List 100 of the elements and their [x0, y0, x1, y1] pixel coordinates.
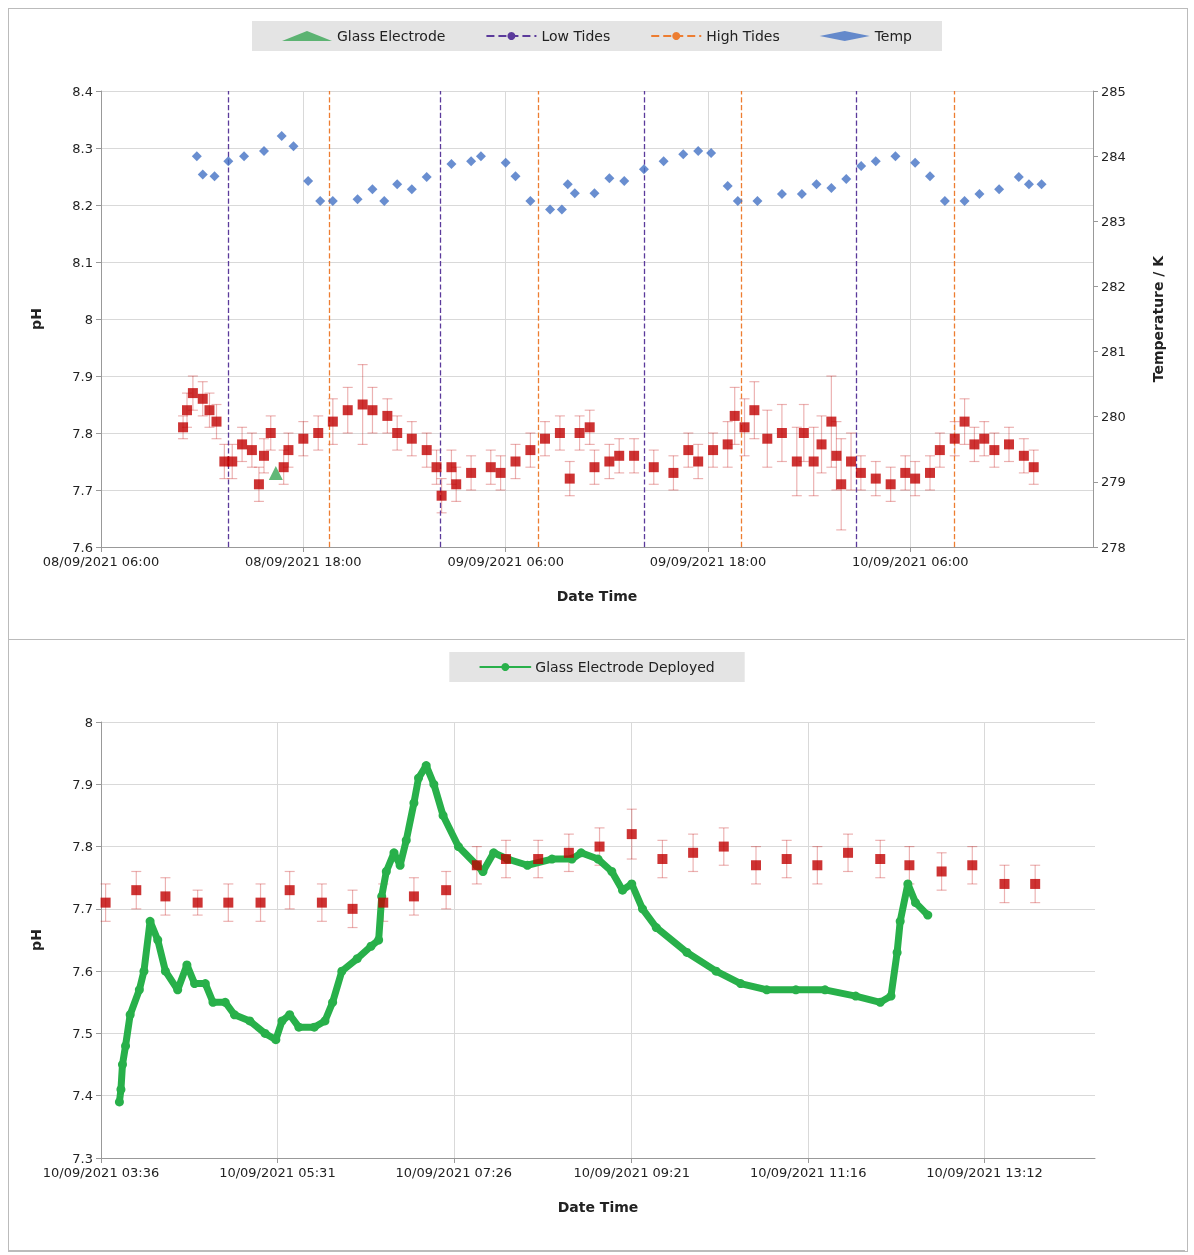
point	[441, 885, 452, 896]
point	[327, 196, 338, 207]
y2-tick-label: 284	[1101, 148, 1126, 164]
point	[347, 903, 358, 914]
y-tick-label: 7.7	[72, 482, 93, 498]
x-tick-label: 10/09/2021 03:36	[42, 1165, 160, 1180]
point	[288, 141, 299, 152]
y-tick-label: 7.7	[72, 901, 93, 917]
y-tick-label: 8	[84, 311, 93, 327]
legend-label: Glass Electrode	[337, 28, 446, 44]
x-tick-label: 10/09/2021 07:26	[395, 1165, 513, 1180]
point	[1013, 171, 1024, 182]
point	[999, 878, 1010, 889]
point	[706, 147, 717, 158]
point	[994, 184, 1005, 195]
point	[870, 156, 881, 167]
y-tick-label: 7.9	[72, 776, 93, 792]
x-tick-label: 10/09/2021 05:31	[219, 1165, 336, 1180]
y2-tick-label: 283	[1101, 213, 1126, 229]
point	[589, 188, 600, 199]
y2-axis-title: Temperature / K	[1150, 254, 1166, 383]
y-tick-label: 7.8	[72, 839, 93, 855]
point	[367, 184, 378, 195]
point	[316, 897, 327, 908]
y-tick-label: 7.4	[72, 1088, 93, 1104]
point	[223, 156, 234, 167]
point	[239, 151, 250, 162]
point	[619, 175, 630, 186]
point	[626, 829, 637, 840]
point	[466, 156, 477, 167]
x-tick-label: 09/09/2021 18:00	[649, 554, 767, 569]
point	[255, 897, 266, 908]
point	[796, 188, 807, 199]
point	[658, 156, 669, 167]
y-tick-label: 8.3	[72, 140, 93, 156]
point	[688, 847, 699, 858]
point	[223, 897, 234, 908]
point	[197, 169, 208, 180]
x-tick-label: 10/09/2021 11:16	[749, 1165, 867, 1180]
point	[841, 173, 852, 184]
point	[352, 194, 363, 205]
point	[378, 897, 389, 908]
point	[475, 151, 486, 162]
point	[562, 179, 573, 190]
point	[209, 171, 220, 182]
y-tick-label: 7.6	[72, 539, 93, 555]
point	[974, 188, 985, 199]
point	[191, 151, 202, 162]
point	[510, 171, 521, 182]
point	[751, 860, 761, 871]
point	[160, 891, 171, 902]
point	[752, 196, 763, 207]
y-axis-title: pH	[28, 308, 44, 330]
point	[812, 860, 823, 871]
point	[556, 204, 567, 215]
x-axis-title: Date Time	[557, 1199, 639, 1215]
point	[959, 196, 970, 207]
point	[890, 151, 901, 162]
point	[569, 188, 580, 199]
y-axis-title: pH	[28, 929, 44, 951]
point	[131, 885, 142, 896]
point	[1023, 179, 1034, 190]
y2-tick-label: 280	[1101, 409, 1126, 425]
point	[678, 149, 689, 160]
point	[718, 841, 729, 852]
x-tick-label: 08/09/2021 18:00	[245, 554, 362, 569]
point	[392, 179, 403, 190]
point	[776, 188, 787, 199]
point	[826, 183, 837, 194]
point	[315, 196, 326, 207]
point	[693, 145, 704, 156]
y-tick-label: 8.4	[72, 83, 93, 99]
point	[408, 891, 419, 902]
point	[258, 145, 269, 156]
y2-tick-label: 281	[1101, 344, 1126, 360]
y-tick-label: 7.9	[72, 368, 93, 384]
x-tick-label: 08/09/2021 06:00	[42, 554, 160, 569]
point	[303, 175, 314, 186]
point	[638, 164, 649, 175]
y2-tick-label: 282	[1101, 278, 1126, 294]
point	[967, 860, 978, 871]
point	[781, 854, 792, 865]
point	[875, 854, 886, 865]
point	[604, 173, 615, 184]
point	[925, 171, 936, 182]
point	[732, 196, 743, 207]
point	[657, 854, 668, 865]
point	[276, 130, 287, 141]
point	[545, 204, 556, 215]
point	[722, 181, 733, 192]
y-tick-label: 7.6	[72, 963, 93, 979]
y-tick-label: 8	[84, 714, 93, 730]
point	[421, 171, 432, 182]
point	[533, 854, 544, 865]
point	[406, 184, 417, 195]
point	[910, 157, 921, 168]
point	[379, 196, 390, 207]
point	[192, 897, 203, 908]
legend-label: Temp	[873, 28, 913, 44]
point	[500, 157, 511, 168]
